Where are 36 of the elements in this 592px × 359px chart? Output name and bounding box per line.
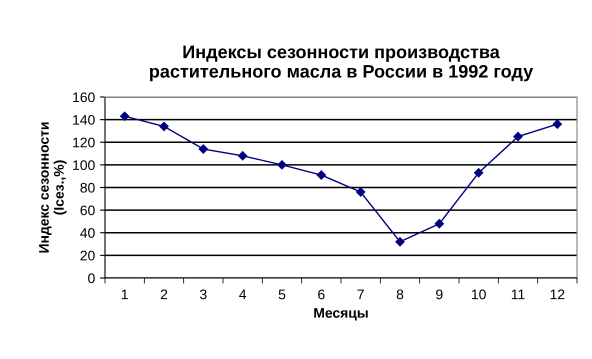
point [159, 122, 169, 132]
y-tick-label: 120 [73, 138, 95, 148]
y-tick-label: 40 [80, 228, 95, 238]
point [552, 120, 562, 129]
point [238, 151, 248, 160]
y-tick-label: 20 [80, 250, 95, 261]
x-tick-label: 5 [278, 290, 286, 300]
point [356, 187, 366, 197]
point [513, 132, 523, 142]
x-axis-title: Месяцы [314, 308, 368, 320]
y-tick-label: 140 [73, 114, 95, 125]
x-tick-label: 9 [436, 289, 443, 300]
point [120, 112, 130, 121]
x-tick-label: 10 [472, 289, 486, 300]
y-tick-label: 60 [80, 205, 95, 216]
x-tick-label: 12 [550, 289, 564, 300]
y-tick-label: 100 [73, 160, 95, 170]
x-tick-label: 1 [122, 290, 128, 300]
y-tick-label: 0 [88, 273, 95, 284]
y-axis-title: Индекс сезонности (Iсез.,%) [39, 122, 67, 253]
x-tick-label: 7 [358, 290, 364, 300]
point [434, 219, 444, 228]
point [198, 144, 208, 154]
x-tick-label: 2 [160, 289, 168, 300]
point [395, 237, 405, 246]
x-tick-label: 3 [200, 289, 207, 300]
x-tick-label: 6 [318, 289, 325, 300]
point [474, 168, 484, 178]
point [277, 160, 287, 170]
point [316, 170, 326, 180]
y-tick-label: 160 [73, 92, 95, 102]
y-tick-label: 80 [80, 182, 95, 193]
x-tick-label: 11 [512, 290, 525, 300]
chart-title: Индексы сезонности производства растительного масла в России в 1992 году [150, 46, 534, 82]
x-tick-label: 8 [396, 289, 404, 300]
x-tick-label: 4 [239, 290, 246, 300]
